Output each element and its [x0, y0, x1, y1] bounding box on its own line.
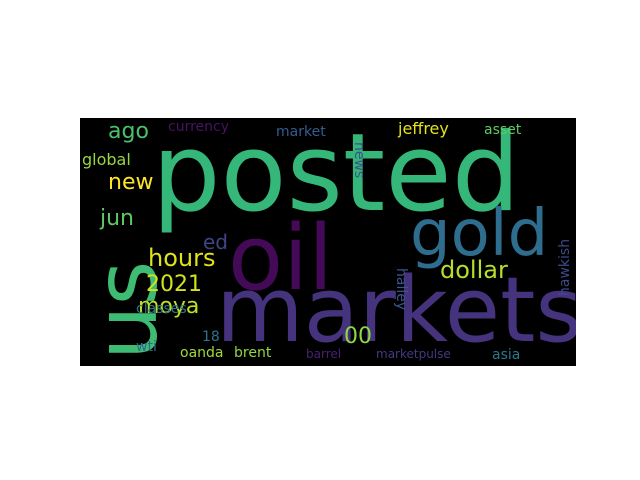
word-wti: wti [136, 339, 157, 355]
word-asia: asia [492, 347, 521, 363]
word-new: new [108, 170, 154, 195]
word-posted: posted [152, 118, 521, 236]
word-oil: oil [228, 206, 334, 311]
word-2021: 2021 [146, 272, 202, 297]
word-marketpulse: marketpulse [376, 347, 451, 361]
word-dollar: dollar [440, 256, 508, 284]
word-gold: gold [410, 197, 549, 271]
word-jun: jun [100, 206, 134, 231]
word-moya: moya [138, 294, 200, 319]
word-brent: brent [234, 345, 272, 361]
word-barrel: barrel [306, 347, 342, 361]
word-news: news [351, 142, 367, 179]
word-hours: hours [148, 244, 216, 272]
word-00: 00 [344, 324, 372, 349]
word-market: market [276, 124, 326, 140]
word-classes: classes [136, 301, 187, 317]
word-asset: asset [484, 122, 522, 138]
word-currency: currency [168, 119, 229, 135]
word-markets: markets [216, 258, 576, 363]
word-ed: ed [203, 230, 228, 254]
word-ago: ago [108, 119, 149, 144]
word-oanda: oanda [180, 345, 224, 361]
word-hawkish: hawkish [557, 238, 573, 296]
word-jeffrey: jeffrey [398, 119, 449, 138]
word-18: 18 [202, 329, 220, 345]
word-halley: halley [393, 268, 409, 311]
word-global: global [82, 150, 131, 169]
word-cloud: posted oil markets gold us dollar hours … [80, 118, 576, 366]
